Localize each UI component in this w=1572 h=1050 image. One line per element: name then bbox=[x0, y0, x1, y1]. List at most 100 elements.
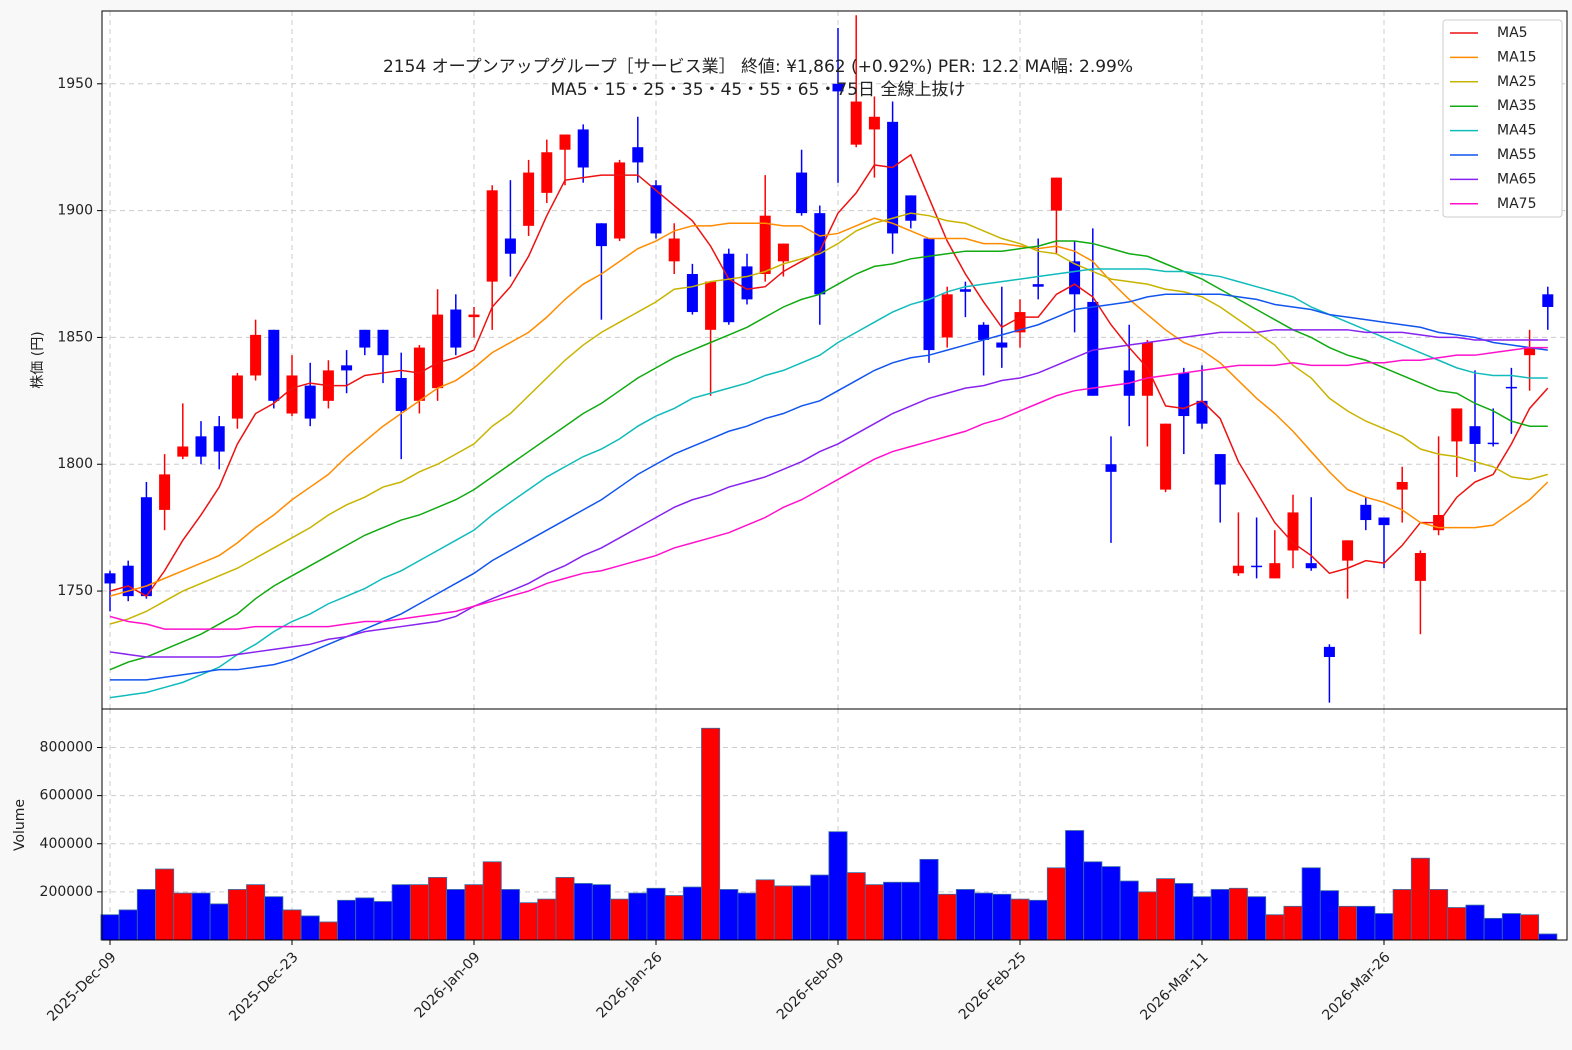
candle-body bbox=[1287, 512, 1299, 551]
legend-label: MA45 bbox=[1497, 123, 1536, 139]
candle-body bbox=[577, 129, 589, 168]
volume-bar bbox=[1447, 907, 1467, 941]
volume-bar bbox=[664, 895, 684, 941]
volume-bar bbox=[828, 831, 848, 941]
volume-bar bbox=[1156, 878, 1176, 941]
chart-title: 2154 オープンアップグループ［サービス業］ 終値: ¥1,862 (+0.9… bbox=[383, 57, 1133, 77]
volume-bar bbox=[701, 727, 721, 941]
legend-label: MA35 bbox=[1497, 98, 1536, 114]
volume-bar bbox=[810, 874, 830, 941]
volume-bar bbox=[1483, 917, 1503, 941]
volume-bar bbox=[1192, 896, 1212, 941]
candle-body bbox=[1505, 386, 1517, 389]
y-axis-label: 株価 (円) bbox=[30, 331, 46, 388]
candle-body bbox=[104, 573, 116, 584]
legend-label: MA65 bbox=[1497, 171, 1536, 187]
volume-bar bbox=[191, 892, 211, 941]
y-tick-label: 1950 bbox=[57, 76, 93, 92]
x-tick-label: 2025-Dec-09 bbox=[44, 949, 119, 1024]
x-tick-label: 2026-Feb-25 bbox=[956, 949, 1030, 1023]
volume-bar bbox=[409, 884, 429, 941]
candle-body bbox=[250, 334, 262, 376]
x-tick-label: 2026-Jan-26 bbox=[594, 949, 666, 1021]
volume-bar bbox=[173, 892, 193, 941]
candle-body bbox=[1087, 301, 1099, 396]
volume-bar bbox=[1501, 913, 1521, 941]
volume-bar bbox=[537, 898, 557, 941]
candle-body bbox=[213, 426, 225, 452]
volume-bar bbox=[1429, 889, 1449, 941]
volume-bar bbox=[610, 898, 630, 941]
candle-body bbox=[1469, 426, 1481, 444]
legend-label: MA75 bbox=[1497, 196, 1536, 212]
candle-body bbox=[1014, 312, 1026, 333]
volume-bar bbox=[482, 861, 502, 941]
volume-bar bbox=[227, 889, 247, 941]
candle-body bbox=[832, 83, 844, 92]
ma-line bbox=[109, 217, 1549, 597]
candle-body bbox=[1487, 442, 1499, 445]
candle-body bbox=[304, 385, 316, 419]
candle-body bbox=[1342, 540, 1354, 561]
ma-line bbox=[109, 268, 1548, 699]
volume-bar bbox=[355, 897, 375, 941]
candle-body bbox=[1524, 347, 1536, 356]
ma-line bbox=[109, 153, 1549, 598]
volume-bar bbox=[1319, 890, 1339, 941]
y-tick-label: 1750 bbox=[57, 583, 93, 599]
candle-body bbox=[686, 274, 698, 313]
candle-body bbox=[1032, 284, 1044, 287]
x-tick-label: 2026-Jan-09 bbox=[412, 949, 484, 1021]
volume-bar bbox=[1410, 857, 1430, 941]
y-tick-label: 400000 bbox=[40, 836, 93, 852]
candle-body bbox=[1178, 372, 1190, 417]
volume-bar bbox=[864, 884, 884, 941]
candle-body bbox=[541, 152, 553, 193]
volume-bar bbox=[1119, 880, 1139, 941]
candle-body bbox=[905, 195, 917, 221]
volume-bar bbox=[1101, 866, 1121, 941]
volume-bar bbox=[1392, 889, 1412, 941]
candle-body bbox=[468, 314, 480, 318]
volume-bar bbox=[1520, 914, 1540, 941]
candle-body bbox=[668, 238, 680, 262]
volume-bar bbox=[519, 902, 539, 941]
legend-box bbox=[1442, 19, 1563, 218]
volume-bar bbox=[1338, 905, 1358, 941]
x-tick-label: 2026-Mar-11 bbox=[1137, 949, 1211, 1023]
volume-bar bbox=[573, 883, 593, 941]
candle-body bbox=[777, 243, 789, 262]
volume-bar bbox=[1083, 861, 1103, 941]
candle-body bbox=[341, 365, 353, 371]
candle-body bbox=[1378, 517, 1390, 526]
volume-bar bbox=[682, 886, 702, 941]
legend-label: MA55 bbox=[1497, 147, 1536, 163]
candle-body bbox=[887, 121, 899, 234]
x-tick-label: 2026-Mar-26 bbox=[1319, 949, 1393, 1023]
candle-body bbox=[177, 446, 189, 457]
legend-label: MA5 bbox=[1497, 25, 1528, 41]
candle-body bbox=[996, 342, 1008, 348]
candle-body bbox=[1214, 454, 1226, 485]
volume-bar bbox=[337, 899, 357, 941]
candle-body bbox=[650, 185, 662, 234]
candle-body bbox=[195, 436, 207, 457]
volume-bar bbox=[318, 921, 338, 941]
candle-body bbox=[868, 116, 880, 130]
volume-bar bbox=[136, 889, 156, 941]
candle-body bbox=[614, 162, 626, 239]
price-panel bbox=[102, 11, 1567, 709]
candle-body bbox=[359, 329, 371, 348]
y-tick-label: 1900 bbox=[57, 203, 93, 219]
volume-bar bbox=[755, 879, 775, 941]
candle-body bbox=[1232, 565, 1244, 574]
candle-body bbox=[395, 378, 407, 411]
candle-body bbox=[1269, 563, 1281, 579]
volume-bar bbox=[100, 914, 120, 941]
candle-body bbox=[595, 223, 607, 247]
candle-body bbox=[413, 347, 425, 401]
candle-body bbox=[1305, 563, 1317, 569]
candle-body bbox=[741, 266, 753, 300]
volume-bar bbox=[919, 858, 939, 941]
volume-bar bbox=[846, 872, 866, 941]
